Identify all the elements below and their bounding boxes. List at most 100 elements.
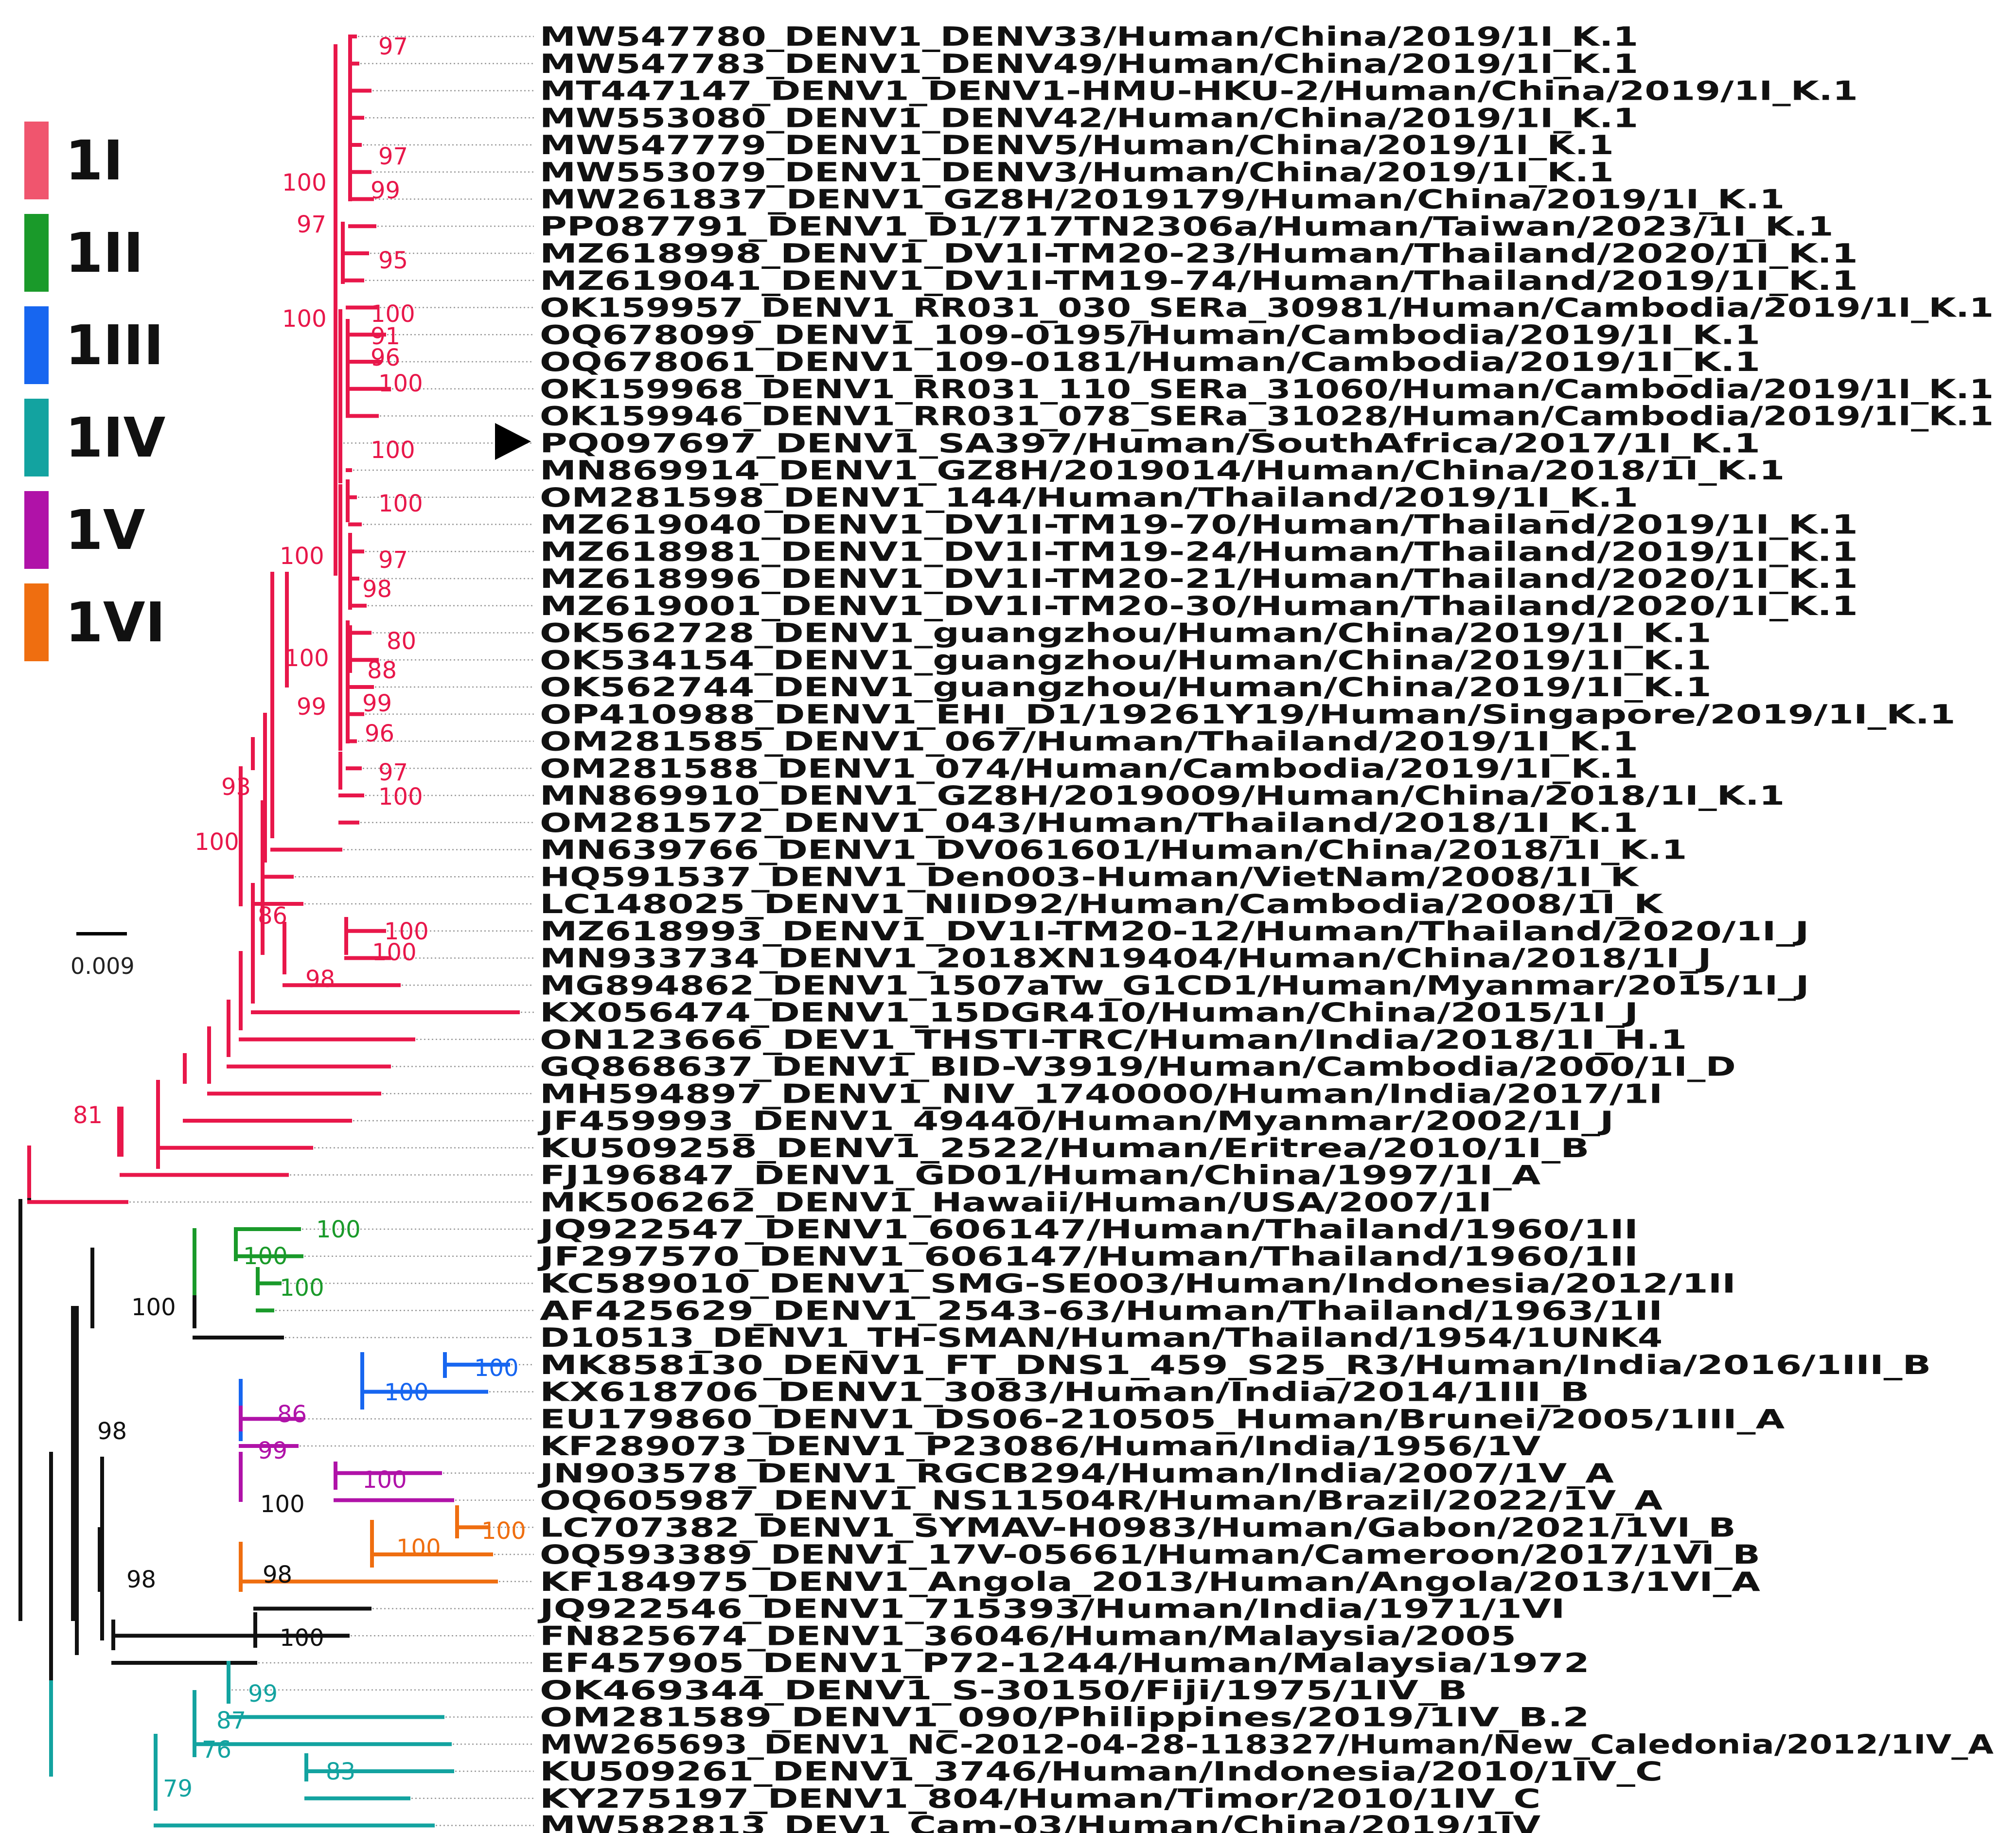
taxon-label: OP410988_DENV1_EHI_D1/19261Y19/Human/Sin…	[540, 699, 1956, 730]
taxon-label: JN903578_DENV1_RGCB294/Human/India/2007/…	[537, 1458, 1614, 1489]
legend-item-1V: 1V	[24, 491, 267, 569]
taxon-label: EU179860_DENV1_DS06-210505_Human/Brunei/…	[540, 1404, 1785, 1434]
highlight-arrow-icon	[495, 423, 531, 460]
taxon-label: KX056474_DENV1_15DGR410/Human/China/2015…	[540, 997, 1638, 1028]
bootstrap-value: 99	[258, 1437, 287, 1464]
taxon-label: KX618706_DENV1_3083/Human/India/2014/1II…	[540, 1377, 1590, 1408]
taxon-label: OQ678061_DENV1_109-0181/Human/Cambodia/2…	[540, 347, 1760, 377]
taxon-label: KF184975_DENV1_Angola_2013/Human/Angola/…	[540, 1567, 1760, 1597]
bootstrap-value: 95	[378, 247, 408, 274]
taxon-label: LC707382_DENV1_SYMAV-H0983/Human/Gabon/2…	[540, 1512, 1736, 1543]
taxon-label: OQ593389_DENV1_17V-05661/Human/Cameroon/…	[540, 1539, 1760, 1570]
legend-label: 1VI	[65, 591, 166, 654]
taxon-label: MK506262_DENV1_Hawaii/Human/USA/2007/1I	[540, 1187, 1492, 1217]
scale-bar: 0.009	[68, 926, 146, 999]
bootstrap-value: 100	[280, 1274, 324, 1302]
bootstrap-value: 98	[362, 576, 392, 603]
bootstrap-value: 96	[365, 720, 394, 747]
bootstrap-value: 98	[305, 966, 335, 993]
taxon-label: KU509261_DENV1_3746/Human/Indonesia/2010…	[540, 1756, 1662, 1787]
bootstrap-value: 98	[263, 1561, 292, 1588]
legend-label: 1III	[65, 314, 164, 377]
taxon-label: MH594897_DENV1_NIV_1740000/Human/India/2…	[540, 1078, 1662, 1109]
taxon-label: MW265693_DENV1_NC-2012-04-28-118327/Huma…	[540, 1729, 1994, 1760]
taxon-label: MW582813_DEV1_Cam-03/Human/China/2019/1I…	[540, 1811, 1540, 1833]
bootstrap-value: 83	[326, 1758, 355, 1785]
bootstrap-value: 76	[202, 1736, 231, 1763]
bootstrap-value: 97	[297, 211, 326, 238]
bootstrap-value: 100	[316, 1216, 361, 1243]
bootstrap-value: 100	[371, 437, 415, 464]
taxon-label: OM281585_DENV1_067/Human/Thailand/2019/1…	[540, 726, 1638, 757]
bootstrap-value: 100	[474, 1355, 519, 1382]
legend-item-1IV: 1IV	[24, 399, 267, 476]
legend-label: 1V	[65, 499, 145, 562]
taxon-label: MN933734_DENV1_2018XN19404/Human/China/2…	[540, 943, 1712, 974]
taxon-label: JF297570_DENV1_606147/Human/Thailand/196…	[537, 1241, 1638, 1272]
taxon-label: KC589010_DENV1_SMG-SE003/Human/Indonesia…	[540, 1269, 1736, 1299]
bootstrap-value: 79	[163, 1775, 193, 1802]
bootstrap-value: 100	[284, 645, 329, 672]
taxon-label: LC148025_DENV1_NIID92/Human/Cambodia/200…	[540, 889, 1664, 919]
leaf-guide-lines	[129, 35, 534, 1826]
legend-swatch	[24, 122, 49, 199]
taxon-label: MZ619040_DENV1_DV1I-TM19-70/Human/Thaila…	[540, 510, 1858, 540]
bootstrap-value: 100	[378, 783, 423, 811]
taxon-label: OK159968_DENV1_RR031_110_SERa_31060/Huma…	[540, 374, 1994, 405]
bootstrap-value: 100	[260, 1491, 305, 1518]
bootstrap-value: 87	[216, 1707, 246, 1734]
scale-bar-label: 0.009	[71, 953, 135, 979]
bootstrap-value: 100	[372, 939, 417, 966]
taxon-label: OM281598_DENV1_144/Human/Thailand/2019/1…	[540, 482, 1638, 513]
taxon-label: MT447147_DENV1_DENV1-HMU-HKU-2/Human/Chi…	[540, 76, 1858, 106]
bootstrap-value: 99	[371, 177, 400, 204]
taxon-label: MW547783_DENV1_DENV49/Human/China/2019/1…	[540, 49, 1638, 79]
bootstrap-value: 99	[297, 693, 326, 721]
taxon-label: MN869914_DENV1_GZ8H/2019014/Human/China/…	[540, 455, 1785, 486]
taxon-label: OK159946_DENV1_RR031_078_SERa_31028/Huma…	[540, 401, 1994, 432]
taxon-label: MW261837_DENV1_GZ8H/2019179/Human/China/…	[540, 184, 1785, 215]
bootstrap-value: 100	[378, 490, 423, 517]
taxon-label: MW547779_DENV1_DENV5/Human/China/2019/1I…	[540, 130, 1614, 160]
bootstrap-value: 100	[371, 300, 415, 328]
taxon-label: JQ922546_DENV1_715393/Human/India/1971/1…	[537, 1594, 1565, 1624]
taxon-label: EF457905_DENV1_P72-1244/Human/Malaysia/1…	[540, 1648, 1590, 1678]
taxon-label: OK159957_DENV1_RR031_030_SERa_30981/Huma…	[540, 293, 1994, 323]
taxon-label: PQ097697_DENV1_SA397/Human/SouthAfrica/2…	[540, 428, 1760, 458]
bootstrap-value: 100	[384, 918, 429, 945]
taxon-label: MW553080_DENV1_DENV42/Human/China/2019/1…	[540, 103, 1638, 133]
taxon-label: MZ618993_DENV1_DV1I-TM20-12/Human/Thaila…	[540, 916, 1809, 947]
bootstrap-value: 100	[243, 1243, 288, 1270]
taxon-labels: MW547780_DENV1_DENV33/Human/China/2019/1…	[537, 21, 1994, 1833]
taxon-label: MZ618996_DENV1_DV1I-TM20-21/Human/Thaila…	[540, 564, 1858, 594]
taxon-label: D10513_DENV1_TH-SMAN/Human/Thailand/1954…	[540, 1322, 1662, 1353]
bootstrap-value: 97	[378, 33, 408, 60]
taxon-label: KY275197_DENV1_804/Human/Timor/2010/1IV_…	[540, 1783, 1540, 1814]
taxon-label: OM281589_DENV1_090/Philippines/2019/1IV_…	[540, 1702, 1590, 1733]
taxon-label: KU509258_DENV1_2522/Human/Eritrea/2010/1…	[540, 1133, 1590, 1163]
bootstrap-value: 88	[367, 657, 397, 684]
taxon-label: OK562728_DENV1_guangzhou/Human/China/201…	[540, 618, 1712, 649]
bootstrap-value: 91	[371, 323, 400, 350]
taxon-label: OM281588_DENV1_074/Human/Cambodia/2019/1…	[540, 753, 1638, 784]
bootstrap-value: 97	[378, 759, 408, 786]
bootstrap-value: 80	[387, 628, 416, 655]
legend-item-1III: 1III	[24, 306, 267, 384]
scale-bar-line	[76, 932, 127, 935]
bootstrap-value: 100	[131, 1294, 176, 1321]
taxon-label: JQ922547_DENV1_606147/Human/Thailand/196…	[537, 1214, 1638, 1245]
bootstrap-value: 100	[195, 828, 239, 856]
bootstrap-value: 98	[126, 1566, 156, 1593]
bootstrap-value: 100	[282, 305, 327, 333]
bootstrap-value: 100	[282, 169, 327, 196]
legend-swatch	[24, 491, 49, 569]
bootstrap-value: 93	[221, 774, 251, 801]
legend-swatch	[24, 214, 49, 292]
taxon-label: MZ619001_DENV1_DV1I-TM20-30/Human/Thaila…	[540, 591, 1858, 621]
taxon-label: ON123666_DEV1_THSTI-TRC/Human/India/2018…	[540, 1024, 1687, 1055]
taxon-label: FN825674_DENV1_36046/Human/Malaysia/2005	[540, 1621, 1516, 1651]
taxon-label: OQ678099_DENV1_109-0195/Human/Cambodia/2…	[540, 319, 1760, 350]
bootstrap-value: 100	[280, 1624, 324, 1652]
taxon-label: OK469344_DENV1_S-30150/Fiji/1975/1IV_B	[540, 1675, 1468, 1706]
